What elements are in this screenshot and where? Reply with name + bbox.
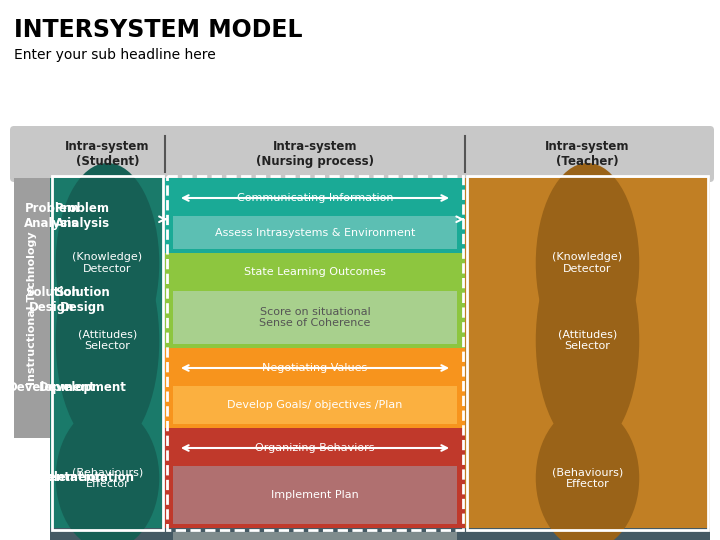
Text: Communicating Information: Communicating Information (237, 193, 393, 203)
Text: Score on situational
Sense of Coherence: Score on situational Sense of Coherence (259, 307, 371, 328)
Bar (173, 386, 457, 424)
Text: (Knowledge)
Detector: (Knowledge) Detector (73, 252, 143, 274)
Bar (173, 291, 457, 344)
Ellipse shape (55, 406, 159, 540)
Text: Instructional Technology: Instructional Technology (27, 231, 37, 385)
Text: State Learning Outcomes: State Learning Outcomes (244, 267, 386, 277)
Bar (50, 528, 710, 540)
Text: Implement Plan: Implement Plan (271, 490, 359, 500)
Text: (Attitudes)
Selector: (Attitudes) Selector (558, 330, 617, 352)
Bar (173, 216, 457, 249)
Text: (Knowledge)
Detector: (Knowledge) Detector (552, 252, 623, 274)
Text: Development: Development (39, 381, 127, 395)
Bar (50, 348, 710, 428)
Text: Intra-system
(Teacher): Intra-system (Teacher) (545, 140, 630, 168)
Text: Problem
Analysis: Problem Analysis (55, 201, 110, 229)
Ellipse shape (55, 163, 159, 363)
Text: Assess Intrasystems & Environment: Assess Intrasystems & Environment (215, 227, 415, 238)
Text: (Behaviours)
Effector: (Behaviours) Effector (72, 467, 143, 489)
Ellipse shape (55, 231, 159, 450)
Text: Solution
Design: Solution Design (55, 287, 110, 314)
Bar (50, 428, 710, 528)
Bar (167, 176, 463, 530)
Text: Negotiating Values: Negotiating Values (262, 363, 368, 373)
Bar (173, 354, 457, 382)
Text: Solution
Design: Solution Design (24, 287, 79, 314)
Bar (50, 178, 710, 253)
Text: Organizing Behaviors: Organizing Behaviors (256, 443, 374, 453)
Bar (465, 178, 710, 528)
Bar (52, 176, 163, 530)
Text: Intra-system
(Nursing process): Intra-system (Nursing process) (256, 140, 374, 168)
Bar (50, 253, 710, 348)
Ellipse shape (536, 406, 639, 540)
Text: Intra-system
(Student): Intra-system (Student) (66, 140, 150, 168)
Bar (173, 466, 457, 524)
Bar (50, 178, 165, 528)
Bar (173, 434, 457, 462)
Bar (467, 176, 708, 530)
Text: Development: Development (8, 381, 96, 395)
Bar (14, 178, 50, 438)
Bar (173, 184, 457, 212)
Ellipse shape (536, 163, 639, 363)
Text: Implementation: Implementation (30, 471, 135, 484)
Bar (173, 257, 457, 287)
Text: Problem
Analysis: Problem Analysis (24, 201, 80, 229)
Text: Implementation: Implementation (0, 471, 104, 484)
Text: (Attitudes)
Selector: (Attitudes) Selector (78, 330, 137, 352)
Bar (173, 532, 457, 540)
Text: (Behaviours)
Effector: (Behaviours) Effector (552, 467, 623, 489)
FancyBboxPatch shape (10, 126, 714, 182)
Text: Develop Goals/ objectives /Plan: Develop Goals/ objectives /Plan (228, 400, 402, 410)
Text: INTERSYSTEM MODEL: INTERSYSTEM MODEL (14, 18, 302, 42)
Text: Enter your sub headline here: Enter your sub headline here (14, 48, 216, 62)
Ellipse shape (536, 231, 639, 450)
